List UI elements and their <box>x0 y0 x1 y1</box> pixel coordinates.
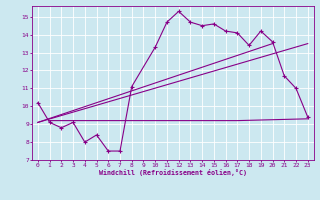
X-axis label: Windchill (Refroidissement éolien,°C): Windchill (Refroidissement éolien,°C) <box>99 169 247 176</box>
